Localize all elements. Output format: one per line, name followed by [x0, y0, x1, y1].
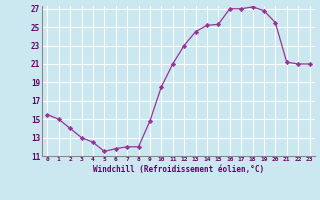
X-axis label: Windchill (Refroidissement éolien,°C): Windchill (Refroidissement éolien,°C)	[93, 165, 264, 174]
